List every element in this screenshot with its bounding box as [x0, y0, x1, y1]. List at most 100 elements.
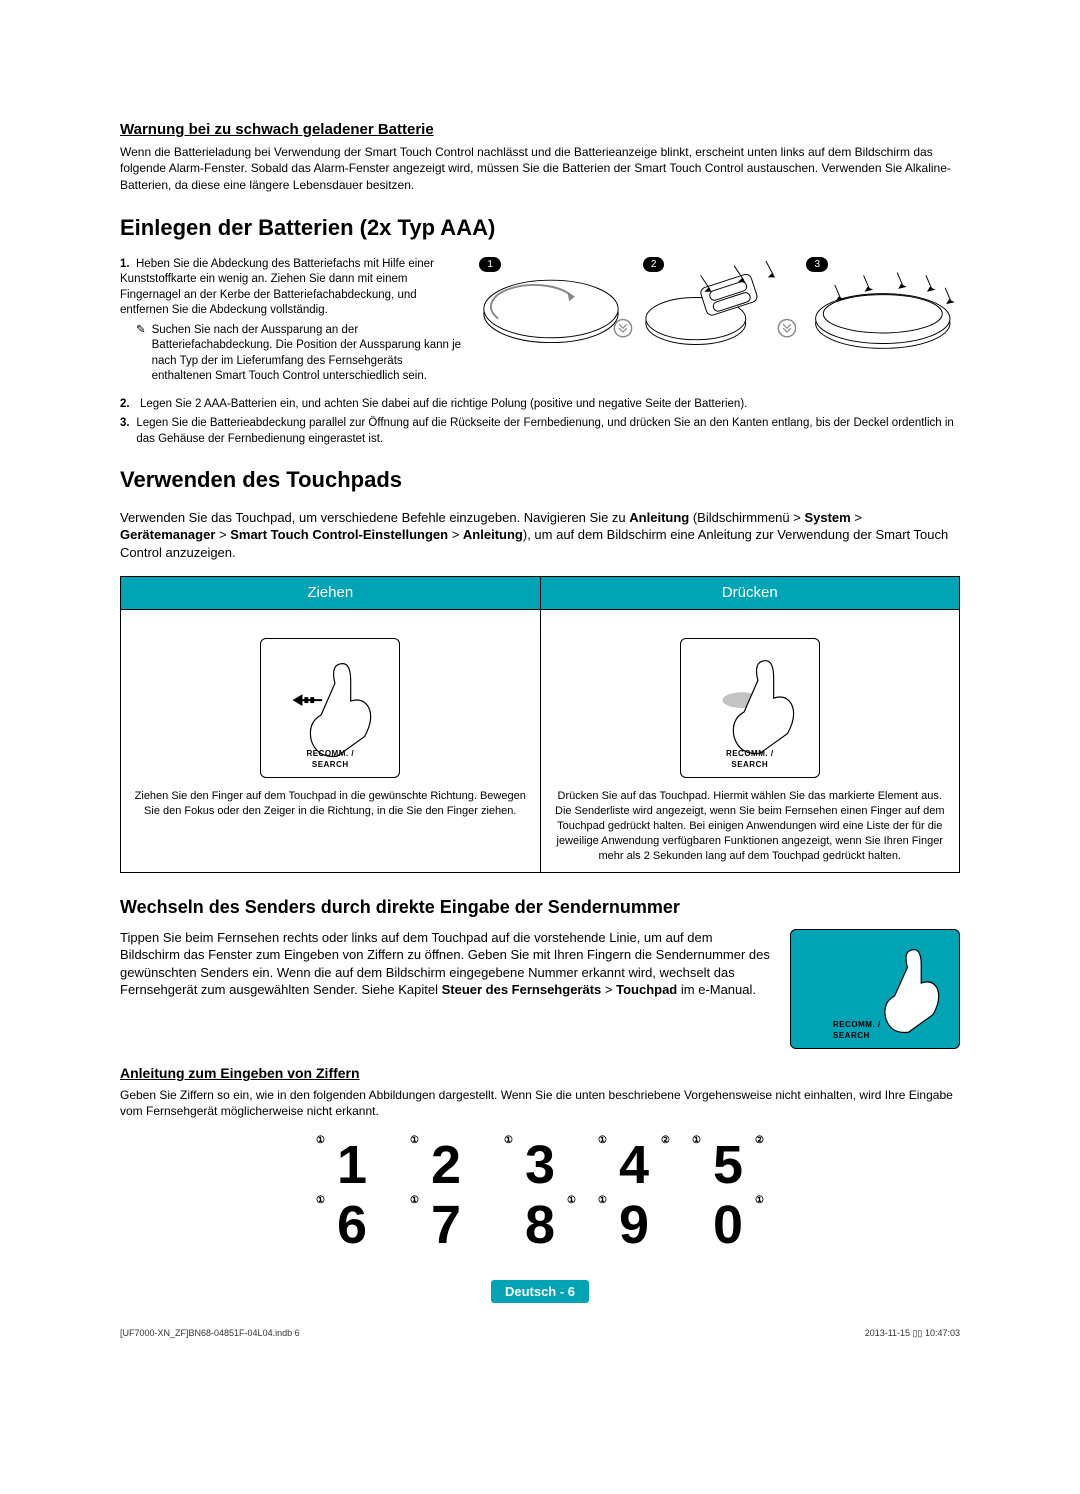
stroke-marker: ②: [661, 1136, 670, 1146]
sep: >: [851, 510, 862, 525]
stroke-marker: ①: [567, 1196, 576, 1206]
remote-outline: RECOMM. / SEARCH: [260, 638, 400, 778]
channel-body: Tippen Sie beim Fernsehen rechts oder li…: [120, 929, 772, 999]
digit-glyph: 9: [619, 1195, 649, 1255]
print-footer: [UF7000-XN_ZF]BN68-04851F-04L04.indb 6 2…: [120, 1327, 960, 1339]
note-text: Suchen Sie nach der Aussparung an der Ba…: [152, 323, 464, 385]
bold-text: Gerätemanager: [120, 527, 215, 542]
digit-row: ①6 ①7 ①8 ①9 ①0: [120, 1198, 960, 1252]
digit-glyph: 5: [713, 1135, 743, 1195]
digit-glyph: 4: [619, 1135, 649, 1195]
digit-subtitle: Anleitung zum Eingeben von Ziffern: [120, 1064, 960, 1083]
footer-center: Deutsch - 6: [120, 1280, 960, 1304]
cell-drag: RECOMM. / SEARCH Ziehen Sie den Finger a…: [121, 609, 541, 872]
step-text: Legen Sie die Batterieabdeckung parallel…: [136, 416, 960, 447]
touchpad-intro: Verwenden Sie das Touchpad, um verschied…: [120, 509, 960, 562]
digit-glyph: 7: [431, 1195, 461, 1255]
note-icon: ✎: [136, 323, 146, 385]
digit: ①1: [322, 1138, 382, 1192]
digit: ①②5: [698, 1138, 758, 1192]
stroke-marker: ①: [504, 1136, 513, 1146]
warning-title: Warnung bei zu schwach geladener Batteri…: [120, 120, 960, 140]
sep: >: [601, 982, 616, 997]
col-header-drag: Ziehen: [121, 576, 541, 609]
remote-label: RECOMM. / SEARCH: [715, 749, 784, 771]
figure-2: 2: [643, 257, 797, 362]
figure-badge: 2: [643, 257, 665, 273]
press-figure: RECOMM. / SEARCH: [551, 618, 950, 790]
list-item: 1.Heben Sie die Abdeckung des Batteriefa…: [120, 257, 463, 385]
digits-figure: ①1 ①2 ①3 ①②4 ①②5 ①6 ①7 ①8 ①9 ①0: [120, 1138, 960, 1252]
stroke-marker: ①: [316, 1136, 325, 1146]
channel-row: Tippen Sie beim Fernsehen rechts oder li…: [120, 929, 960, 1053]
warning-body: Wenn die Batterieladung bei Verwendung d…: [120, 144, 960, 193]
channel-title: Wechseln des Senders durch direkte Einga…: [120, 895, 960, 919]
intro-text: Verwenden Sie das Touchpad, um verschied…: [120, 510, 629, 525]
bold-text: System: [804, 510, 850, 525]
print-left: [UF7000-XN_ZF]BN68-04851F-04L04.indb 6: [120, 1327, 300, 1339]
remote-label: RECOMM. / SEARCH: [296, 749, 365, 771]
digit: ①7: [416, 1198, 476, 1252]
digit-glyph: 0: [713, 1195, 743, 1255]
stroke-marker: ①: [598, 1196, 607, 1206]
touchpad-title: Verwenden des Touchpads: [120, 465, 960, 495]
press-desc: Drücken Sie auf das Touchpad. Hiermit wä…: [551, 789, 950, 863]
digit: ①8: [510, 1198, 570, 1252]
sep: >: [215, 527, 230, 542]
digit-row: ①1 ①2 ①3 ①②4 ①②5: [120, 1138, 960, 1192]
digit: ①9: [604, 1198, 664, 1252]
remote-illustration-2: [643, 261, 797, 357]
bold-text: Anleitung: [629, 510, 689, 525]
stroke-marker: ①: [410, 1196, 419, 1206]
digit-body: Geben Sie Ziffern so ein, wie in den fol…: [120, 1087, 960, 1119]
digit: ①2: [416, 1138, 476, 1192]
stroke-marker: ①: [410, 1136, 419, 1146]
cell-press: RECOMM. / SEARCH Drücken Sie auf das Tou…: [540, 609, 960, 872]
figure-3: 3: [806, 257, 960, 362]
digit-glyph: 8: [525, 1195, 555, 1255]
remote-label: RECOMM. / SEARCH: [833, 1020, 917, 1042]
bold-text: Steuer des Fernsehgeräts: [442, 982, 602, 997]
figure-1: 1: [479, 257, 633, 362]
step-text: Heben Sie die Abdeckung des Batteriefach…: [120, 258, 434, 317]
bold-text: Touchpad: [616, 982, 677, 997]
remote-teal: RECOMM. / SEARCH: [790, 929, 960, 1049]
digit-glyph: 1: [337, 1135, 367, 1195]
step-number: 2.: [120, 397, 136, 413]
stroke-marker: ①: [755, 1196, 764, 1206]
stroke-marker: ①: [598, 1136, 607, 1146]
figure-badge: 1: [479, 257, 501, 273]
step-number: 1.: [120, 257, 136, 273]
print-right: 2013-11-15 ▯▯ 10:47:03: [865, 1327, 960, 1339]
digit: ①0: [698, 1198, 758, 1252]
stroke-marker: ①: [692, 1136, 701, 1146]
remote-illustration-1: [479, 261, 633, 357]
sep: >: [448, 527, 463, 542]
stroke-marker: ②: [755, 1136, 764, 1146]
insert-row: 1.Heben Sie die Abdeckung des Batteriefa…: [120, 257, 960, 391]
digit: ①3: [510, 1138, 570, 1192]
remote-illustration-3: [806, 261, 960, 357]
digit-glyph: 2: [431, 1135, 461, 1195]
body-text: im e-Manual.: [677, 982, 756, 997]
drag-desc: Ziehen Sie den Finger auf dem Touchpad i…: [131, 789, 530, 819]
insert-title: Einlegen der Batterien (2x Typ AAA): [120, 213, 960, 243]
stroke-marker: ①: [316, 1196, 325, 1206]
remote-outline: RECOMM. / SEARCH: [680, 638, 820, 778]
bold-text: Anleitung: [463, 527, 523, 542]
digit-glyph: 3: [525, 1135, 555, 1195]
figure-badge: 3: [806, 257, 828, 273]
page-lang-number: Deutsch - 6: [491, 1280, 589, 1304]
digit-glyph: 6: [337, 1195, 367, 1255]
insert-figures: 1 2: [479, 257, 960, 391]
step-text: Legen Sie 2 AAA-Batterien ein, und achte…: [140, 397, 747, 413]
note-block: ✎ Suchen Sie nach der Aussparung an der …: [136, 323, 463, 385]
insert-step1-block: 1.Heben Sie die Abdeckung des Batteriefa…: [120, 257, 463, 391]
list-item: 3.Legen Sie die Batterieabdeckung parall…: [120, 416, 960, 447]
col-header-press: Drücken: [540, 576, 960, 609]
step-number: 3.: [120, 416, 132, 447]
list-item: 2.Legen Sie 2 AAA-Batterien ein, und ach…: [120, 397, 960, 413]
intro-text: (Bildschirmmenü >: [689, 510, 804, 525]
channel-figure: RECOMM. / SEARCH: [790, 929, 960, 1053]
later-steps: 2.Legen Sie 2 AAA-Batterien ein, und ach…: [120, 397, 960, 448]
